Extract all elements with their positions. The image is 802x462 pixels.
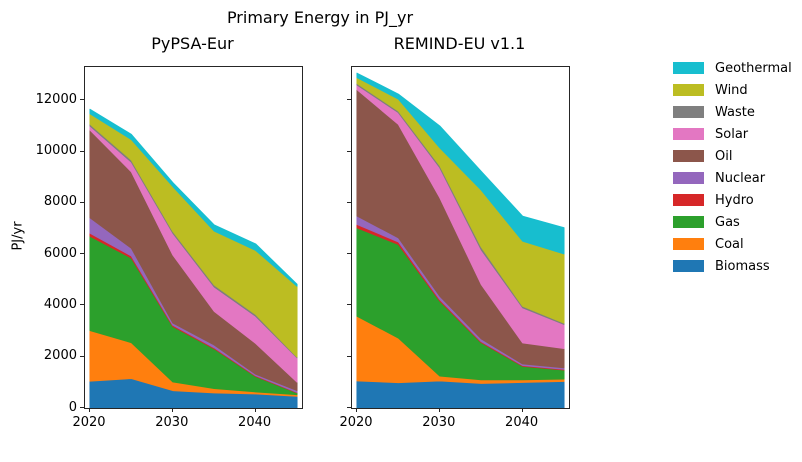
legend-label: Wind <box>715 82 748 98</box>
legend-swatch-gas <box>673 216 704 228</box>
x-tick-label: 2040 <box>505 415 539 430</box>
subplot-title-pypsa-eur: PyPSA-Eur <box>151 34 234 53</box>
legend-item-waste: Waste <box>673 104 792 120</box>
y-tick-label: 8000 <box>43 194 77 210</box>
legend-item-gas: Gas <box>673 214 792 230</box>
y-tick-mark <box>347 407 351 408</box>
x-tick-label: 2020 <box>339 415 373 430</box>
legend-item-oil: Oil <box>673 148 792 164</box>
y-tick-label: 2000 <box>43 348 77 364</box>
legend-label: Hydro <box>715 192 754 208</box>
stacked-area-plot-remind-eu <box>356 72 565 408</box>
x-tick-label: 2030 <box>422 415 456 430</box>
axes-pypsa-eur <box>84 66 303 409</box>
y-tick-mark <box>347 201 351 203</box>
legend-item-solar: Solar <box>673 126 792 142</box>
y-tick-label: 12000 <box>35 91 77 107</box>
y-tick-mark <box>347 304 351 306</box>
x-tick-mark <box>254 408 256 412</box>
x-tick-mark <box>89 408 90 412</box>
legend: Geothermal Wind Waste Solar Oil Nuclear Hydro G… <box>673 62 792 282</box>
legend-label: Solar <box>715 126 749 142</box>
legend-swatch-oil <box>673 150 704 162</box>
legend-swatch-coal <box>673 238 704 250</box>
legend-item-nuclear: Nuclear <box>673 170 792 186</box>
legend-label: Waste <box>715 104 755 120</box>
y-tick-mark <box>80 253 84 255</box>
legend-label: Nuclear <box>715 170 766 186</box>
y-tick-mark <box>347 150 351 152</box>
y-axis-label: PJ/yr <box>10 221 26 251</box>
legend-label: Gas <box>715 214 740 230</box>
y-tick-mark <box>80 201 84 203</box>
y-tick-mark <box>80 150 84 152</box>
legend-swatch-hydro <box>673 194 704 206</box>
x-tick-label: 2020 <box>72 415 106 430</box>
x-tick-mark <box>521 408 523 412</box>
y-tick-mark <box>80 304 84 306</box>
legend-swatch-biomass <box>673 260 704 272</box>
legend-label: Oil <box>715 148 733 164</box>
figure-title: Primary Energy in PJ_yr <box>226 8 414 27</box>
y-tick-mark <box>80 99 84 101</box>
x-tick-mark <box>438 408 440 412</box>
legend-item-wind: Wind <box>673 82 792 98</box>
y-tick-mark <box>80 355 84 357</box>
area-geothermal <box>356 72 565 255</box>
y-tick-label: 10000 <box>35 143 77 159</box>
axes-remind-eu <box>351 66 570 409</box>
y-tick-mark <box>347 253 351 255</box>
legend-swatch-solar <box>673 128 704 140</box>
legend-swatch-nuclear <box>673 172 704 184</box>
legend-item-biomass: Biomass <box>673 258 792 274</box>
legend-label: Geothermal <box>715 60 792 76</box>
x-tick-mark <box>356 408 357 412</box>
legend-swatch-geothermal <box>673 62 704 74</box>
legend-swatch-waste <box>673 106 704 118</box>
y-tick-label: 4000 <box>43 296 77 312</box>
stacked-area-plot-pypsa-eur <box>89 108 298 408</box>
area-biomass <box>356 380 565 408</box>
legend-item-hydro: Hydro <box>673 192 792 208</box>
x-tick-mark <box>171 408 173 412</box>
x-tick-label: 2040 <box>238 415 272 430</box>
legend-label: Coal <box>715 236 744 252</box>
y-tick-label: 0 <box>68 399 77 415</box>
legend-swatch-wind <box>673 84 704 96</box>
y-tick-label: 6000 <box>43 245 77 261</box>
legend-item-geothermal: Geothermal <box>673 60 792 76</box>
subplot-title-remind-eu: REMIND-EU v1.1 <box>393 34 526 53</box>
y-tick-mark <box>347 99 351 101</box>
y-tick-mark <box>347 355 351 357</box>
area-geothermal <box>89 108 298 287</box>
y-tick-mark <box>80 407 84 408</box>
x-tick-label: 2030 <box>155 415 189 430</box>
legend-label: Biomass <box>715 258 770 274</box>
legend-item-coal: Coal <box>673 236 792 252</box>
